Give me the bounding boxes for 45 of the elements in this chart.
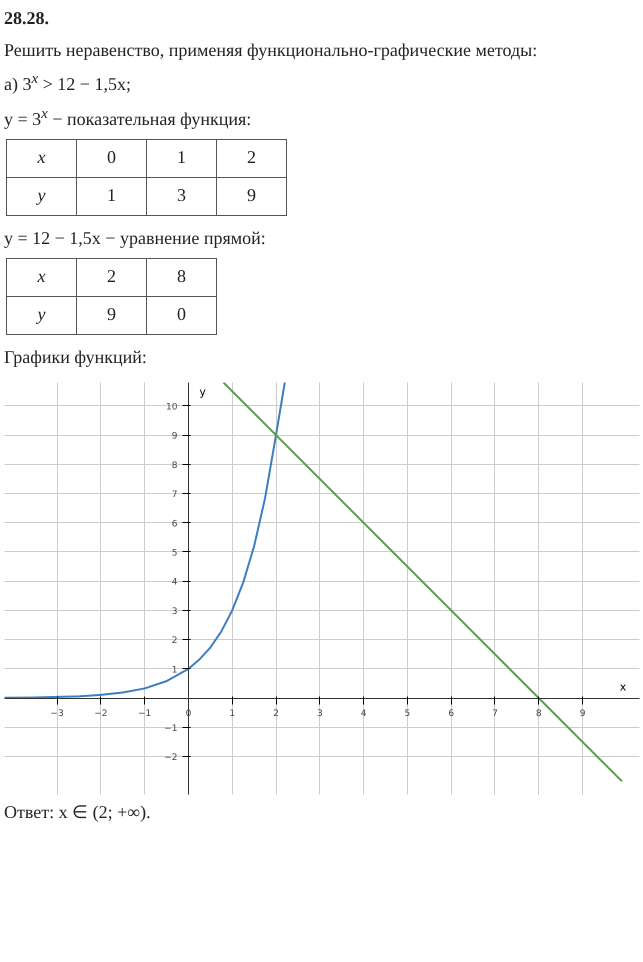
- x-tick-label: 8: [536, 709, 542, 720]
- y-tick-label: −1: [164, 724, 178, 734]
- text: x: [6, 139, 76, 178]
- text: 28.28.: [4, 7, 50, 30]
- text: 2: [216, 139, 286, 178]
- text: Ответ: x ∈ (2; +∞).: [4, 801, 151, 824]
- x-tick-label: 9: [580, 709, 586, 720]
- text: y: [6, 296, 76, 334]
- text: x: [6, 258, 76, 296]
- x-tick-label: 5: [404, 709, 410, 720]
- text: 2: [76, 258, 146, 296]
- text: 1: [76, 177, 146, 216]
- x-tick-label: −1: [138, 709, 152, 720]
- x-tick-label: −3: [50, 709, 64, 720]
- x-tick-label: 3: [316, 709, 323, 720]
- y-tick-label: 5: [172, 548, 178, 559]
- x-tick-label: 7: [492, 709, 498, 720]
- x-axis-title: x: [620, 680, 627, 694]
- y-tick-label: −2: [164, 753, 178, 764]
- y-tick-label: 4: [172, 578, 178, 588]
- text: 0: [146, 296, 216, 334]
- x-tick-label: 6: [448, 709, 454, 720]
- text: y = 12 − 1,5x − уравнение прямой:: [4, 226, 267, 250]
- line-series: [4, 382, 286, 699]
- y-tick-label: 3: [172, 607, 178, 618]
- y-tick-label: 8: [172, 461, 178, 472]
- text: 9: [76, 296, 146, 334]
- chart-title: Графики функций:: [4, 346, 148, 369]
- y-tick-label: 10: [166, 402, 178, 413]
- y-tick-label: 1: [172, 666, 178, 676]
- y-tick-label: 6: [172, 519, 178, 530]
- text: y = 3$^{x}$ − показательная функция:: [4, 105, 252, 132]
- text: Решить неравенство, применяя функционально-графические методы:: [4, 38, 538, 62]
- text: 9: [216, 177, 286, 216]
- y-tick-label: 7: [172, 490, 178, 500]
- y-axis-title: y: [199, 386, 206, 399]
- x-tick-label: 2: [273, 709, 279, 720]
- y-tick-label: 9: [172, 432, 178, 442]
- text: 0: [76, 139, 146, 178]
- text: а) 3$^{x}$ > 12 − 1,5x;: [4, 70, 132, 96]
- y-tick-label: 2: [172, 636, 178, 646]
- text: y: [6, 177, 76, 216]
- x-tick-label: 4: [360, 709, 367, 720]
- x-tick-label: −2: [94, 709, 108, 720]
- x-tick-label: 1: [229, 709, 236, 720]
